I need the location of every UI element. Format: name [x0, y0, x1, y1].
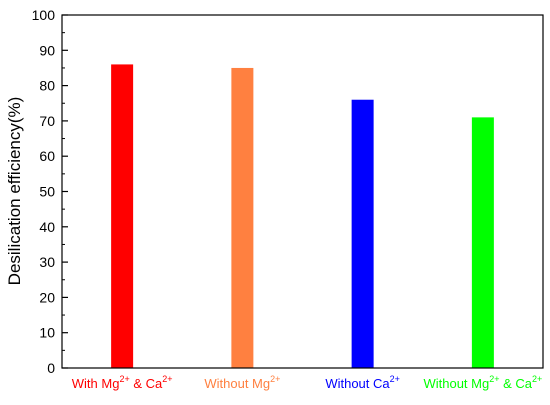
y-tick-label: 70 [39, 113, 55, 129]
axes-layer: 0 10 20 30 40 50 60 70 80 90 100 [32, 7, 544, 376]
bar-2 [231, 67, 254, 368]
x-tick-label-3: Without Ca2+ [325, 374, 400, 391]
x-tick-label-2: Without Mg2+ [204, 374, 280, 391]
bar-1 [111, 64, 134, 369]
bar-4 [471, 117, 494, 369]
y-tick-label: 80 [39, 78, 55, 94]
y-tick-label: 50 [39, 184, 55, 200]
y-tick-label: 60 [39, 148, 55, 164]
y-axis-title: Desilication efficiency(%) [5, 97, 24, 286]
y-tick-label: 0 [47, 360, 55, 376]
plot-frame [61, 14, 544, 369]
x-tick-label-4: Without Mg2+ & Ca2+ [423, 374, 542, 391]
y-tick-label: 30 [39, 254, 55, 270]
y-tick-label: 10 [39, 325, 55, 341]
y-tick-label: 100 [32, 7, 56, 23]
bars-layer: With Mg2+ & Ca2+ Without Mg2+ Without Ca2+… [72, 64, 542, 391]
y-tick-label: 40 [39, 219, 55, 235]
y-tick-label: 20 [39, 289, 55, 305]
bar-3 [351, 99, 374, 368]
y-tick-label: 90 [39, 42, 55, 58]
x-tick-label-1: With Mg2+ & Ca2+ [72, 374, 173, 391]
